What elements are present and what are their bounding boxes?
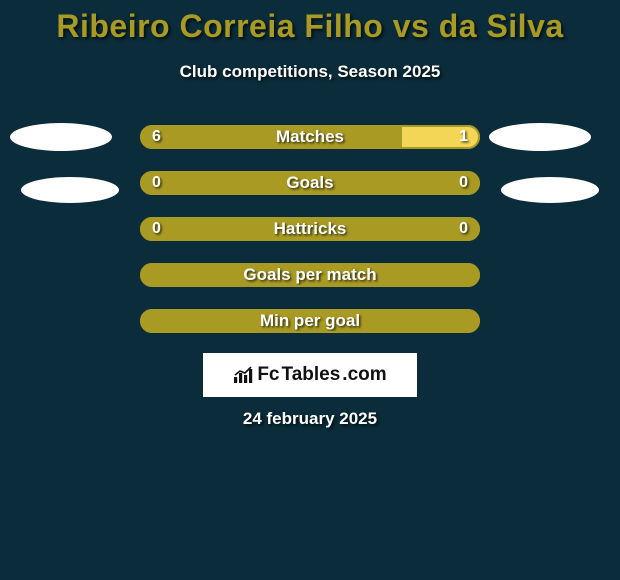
date-label: 24 february 2025 xyxy=(0,409,620,429)
bar-mpg: Min per goal xyxy=(140,309,480,333)
page-subtitle: Club competitions, Season 2025 xyxy=(0,62,620,82)
page-title: Ribeiro Correia Filho vs da Silva xyxy=(0,8,620,45)
logo-text-fc: Fc xyxy=(257,364,279,386)
bar-goals-label: Goals xyxy=(140,171,480,195)
bar-hattricks: 0 0 Hattricks xyxy=(140,217,480,241)
bar-hattricks-label: Hattricks xyxy=(140,217,480,241)
bar-goals: 0 0 Goals xyxy=(140,171,480,195)
fctables-logo: FcTables.com xyxy=(203,353,417,397)
bar-gpm: Goals per match xyxy=(140,263,480,287)
bar-gpm-label: Goals per match xyxy=(140,263,480,287)
logo-text-tables: Tables xyxy=(282,364,341,386)
logo-text-com: .com xyxy=(342,364,386,386)
player2-avatar-top xyxy=(489,123,591,151)
fctables-logo-text: FcTables.com xyxy=(233,364,386,386)
bar-matches-label: Matches xyxy=(140,125,480,149)
comparison-chart: Ribeiro Correia Filho vs da Silva Club c… xyxy=(0,0,620,580)
player2-avatar-bottom xyxy=(501,177,599,203)
player1-avatar-bottom xyxy=(21,177,119,203)
bar-matches: 6 1 Matches xyxy=(140,125,480,149)
player1-avatar-top xyxy=(10,123,112,151)
bar-mpg-label: Min per goal xyxy=(140,309,480,333)
chart-icon xyxy=(233,366,255,384)
